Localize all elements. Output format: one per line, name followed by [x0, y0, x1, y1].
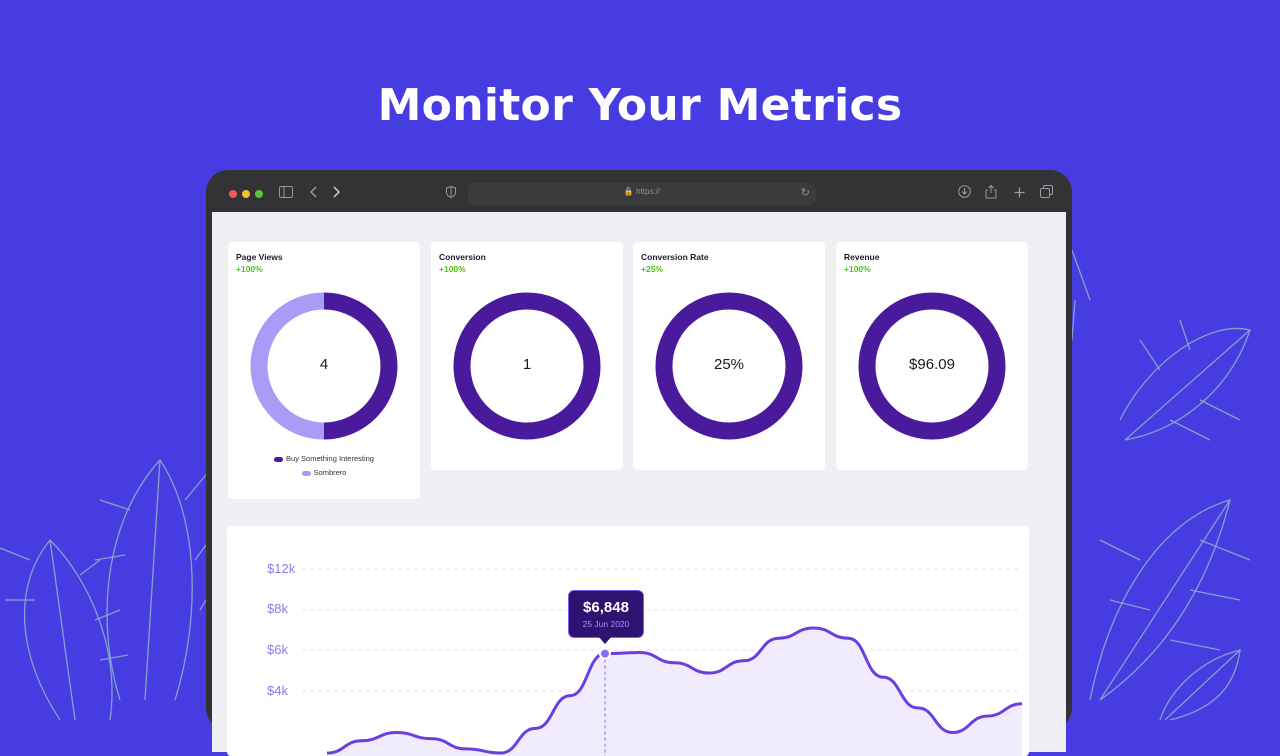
legend-swatch	[301, 470, 311, 476]
hover-point[interactable]	[599, 647, 611, 660]
revenue-area-chart	[302, 568, 1023, 756]
leaf-decoration	[0, 249, 1251, 720]
legend-label: Buy Something Interesting	[286, 454, 374, 463]
address-bar[interactable]: 🔒 https:// ↻	[468, 183, 816, 205]
address-text: 🔒 https://	[468, 187, 816, 196]
card-title: Page Views	[236, 252, 283, 262]
page-headline: Monitor Your Metrics	[377, 80, 903, 131]
metric-card-page-views: Page Views +100% 4 Buy Something Interes…	[228, 242, 420, 499]
revenue-chart-card: $12k $8k $6k $4k $6,848 25 Jun 2020	[227, 526, 1029, 756]
donut-chart	[250, 292, 398, 440]
donut-segment	[655, 292, 803, 440]
legend-item[interactable]: Sombrero	[228, 468, 420, 477]
download-icon[interactable]	[958, 185, 971, 203]
metric-card-revenue: Revenue +100% $96.09	[836, 242, 1028, 470]
donut-segment	[858, 292, 1006, 440]
donut-value: 4	[319, 356, 329, 373]
donut-segment	[323, 292, 398, 440]
donut-chart	[655, 292, 803, 440]
sidebar-icon[interactable]	[279, 185, 293, 203]
area-fill	[327, 627, 1022, 756]
new-tab-icon[interactable]	[1014, 185, 1025, 203]
tooltip-arrow	[598, 635, 612, 644]
card-title: Conversion	[439, 252, 486, 262]
card-delta: +100%	[844, 264, 871, 274]
lock-icon: 🔒	[623, 187, 634, 196]
donut-value: 25%	[713, 356, 745, 373]
metric-card-conversion: Conversion +100% 1	[431, 242, 623, 470]
minimize-window-button[interactable]	[242, 190, 250, 198]
y-tick-label: $4k	[267, 683, 288, 698]
chart-tooltip: $6,848 25 Jun 2020	[568, 589, 644, 638]
reload-icon[interactable]: ↻	[800, 187, 810, 199]
card-delta: +100%	[236, 264, 263, 274]
donut-segment	[250, 292, 325, 440]
card-title: Conversion Rate	[641, 252, 709, 262]
url-value: https://	[636, 187, 661, 196]
card-title: Revenue	[844, 252, 880, 262]
donut-segment	[453, 292, 601, 440]
maximize-window-button[interactable]	[255, 190, 263, 198]
card-delta: +100%	[439, 264, 466, 274]
donut-chart	[453, 292, 601, 440]
donut-value: $96.09	[909, 356, 955, 373]
legend-label: Sombrero	[313, 468, 347, 477]
tooltip-value: $6,848	[583, 598, 629, 616]
browser-toolbar: 🔒 https:// ↻	[206, 170, 1072, 212]
share-icon[interactable]	[985, 184, 997, 204]
browser-window: 🔒 https:// ↻ Page Views +100% 4 Buy Some…	[206, 170, 1072, 756]
back-icon[interactable]	[309, 185, 318, 203]
donut-value: 1	[522, 356, 532, 373]
y-tick-label: $6k	[267, 642, 288, 657]
tooltip-date: 25 Jun 2020	[582, 618, 630, 629]
donut-chart	[858, 292, 1006, 440]
y-tick-label: $12k	[267, 561, 296, 576]
legend-swatch	[274, 456, 284, 462]
close-window-button[interactable]	[229, 190, 237, 198]
dashboard-screen: Page Views +100% 4 Buy Something Interes…	[212, 212, 1066, 756]
forward-icon[interactable]	[332, 185, 341, 203]
shield-icon[interactable]	[446, 185, 456, 203]
card-delta: +25%	[641, 264, 663, 274]
legend-item[interactable]: Buy Something Interesting	[228, 454, 420, 463]
y-tick-label: $8k	[267, 601, 288, 616]
tabs-overview-icon[interactable]	[1040, 185, 1053, 203]
metric-card-conversion-rate: Conversion Rate +25% 25%	[633, 242, 825, 470]
